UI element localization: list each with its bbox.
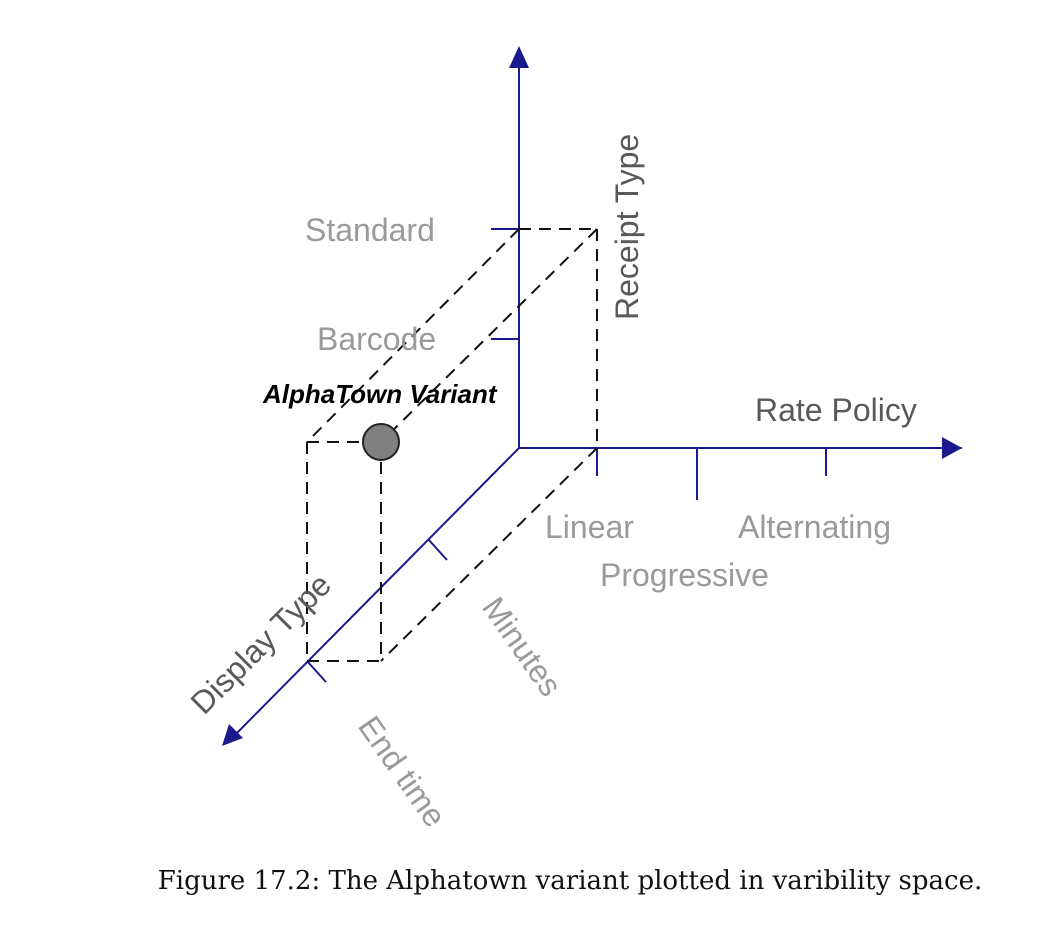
tick-label-barcode: Barcode — [317, 321, 436, 357]
display-type-axis — [229, 447, 520, 741]
alphatown-variant-point — [362, 423, 400, 461]
figure-caption: Figure 17.2: The Alphatown variant plott… — [157, 866, 983, 896]
tick-label-alternating: Alternating — [738, 509, 891, 545]
projection-box — [306, 228, 598, 662]
tick-label-standard: Standard — [305, 212, 435, 248]
tick-display-endtime — [306, 660, 327, 683]
tick-label-linear: Linear — [545, 509, 634, 545]
tick-display-minutes — [427, 538, 448, 561]
variant-label: AlphaTown Variant — [262, 379, 498, 409]
axis-label-rate-policy: Rate Policy — [755, 392, 917, 428]
display-type-arrowhead — [222, 724, 243, 746]
axis-label-display-type: Display Type — [183, 566, 338, 721]
tick-label-minutes: Minutes — [475, 590, 569, 702]
axis-label-receipt-type: Receipt Type — [609, 134, 645, 320]
receipt-type-arrowhead — [509, 46, 529, 68]
tick-label-end-time: End time — [351, 709, 453, 833]
tick-label-progressive: Progressive — [600, 557, 769, 593]
rate-policy-arrowhead — [942, 437, 962, 459]
